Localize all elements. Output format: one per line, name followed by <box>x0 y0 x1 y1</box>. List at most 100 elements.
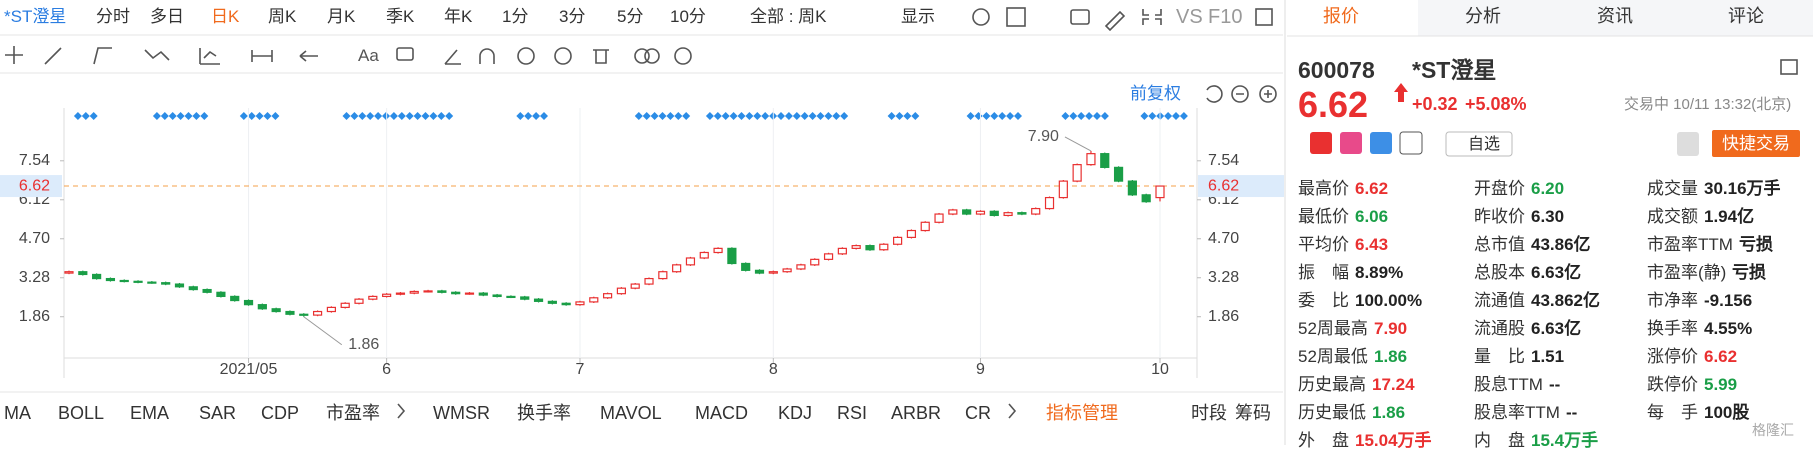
annotation-label: 7.90 <box>1028 128 1059 145</box>
zoom-in[interactable] <box>1259 85 1277 103</box>
display-menu[interactable]: 显示 <box>901 7 935 26</box>
period-tab[interactable]: 3分 <box>559 7 586 26</box>
panel-tab[interactable]: 报价 <box>1323 6 1359 26</box>
alert-button[interactable] <box>1677 132 1699 156</box>
candle-body <box>147 281 157 284</box>
panel-tab[interactable]: 资讯 <box>1597 6 1633 26</box>
y-tick-label: 1.86 <box>1208 308 1239 325</box>
angle-icon <box>444 49 461 65</box>
candle-body <box>906 229 917 238</box>
indicator-tab[interactable]: CDP <box>261 403 300 423</box>
panel-tab[interactable]: 评论 <box>1728 6 1764 26</box>
candle-body <box>823 253 834 260</box>
period-tab[interactable]: 月K <box>327 7 356 26</box>
period-tab[interactable]: 分时 <box>96 7 130 26</box>
candle-body <box>492 294 502 298</box>
indicator-tab[interactable]: CR <box>965 403 991 423</box>
indicator-tab[interactable]: EMA <box>130 403 170 423</box>
indicator-tab[interactable]: WMSR <box>433 403 490 423</box>
period-tab[interactable]: 年K <box>444 7 473 26</box>
candle-body <box>506 295 516 299</box>
chips-toggle[interactable]: 筹码 <box>1235 403 1271 423</box>
candle-body <box>533 298 544 302</box>
indicator-tab[interactable]: MAVOL <box>600 403 662 423</box>
event-marker <box>832 112 841 120</box>
indicator-manage[interactable]: 指标管理 <box>1046 403 1118 423</box>
field-label: 涨停价 <box>1647 347 1698 366</box>
change-percent: +5.08% <box>1465 94 1527 114</box>
event-marker <box>998 112 1007 120</box>
indicator-tab[interactable]: BOLL <box>58 403 105 423</box>
watch-button[interactable] <box>1445 131 1513 157</box>
panel-tab[interactable]: 分析 <box>1465 6 1501 26</box>
event-marker <box>666 112 675 120</box>
field-value: 8.89% <box>1355 263 1404 282</box>
indicator-tab[interactable]: 换手率 <box>517 403 571 423</box>
field-label: 市盈率TTM <box>1647 235 1733 254</box>
font-tool[interactable]: Aa <box>358 46 379 65</box>
candle-body <box>161 282 171 285</box>
event-marker <box>397 112 406 120</box>
event-marker <box>1140 112 1149 120</box>
event-marker <box>255 112 264 120</box>
watch-label[interactable]: 自选 <box>1468 136 1501 153</box>
range-select[interactable]: 全部 : 周K <box>750 7 827 26</box>
period-tab[interactable]: 多日 <box>150 7 184 26</box>
event-marker <box>990 112 999 120</box>
settings-icon <box>674 47 692 65</box>
field-label: 量 比 <box>1474 347 1525 366</box>
period-tab[interactable]: 1分 <box>502 7 529 26</box>
zoom-out[interactable] <box>1231 85 1249 103</box>
event-marker <box>516 112 525 120</box>
gear-icon <box>972 8 990 26</box>
candle-body <box>1127 180 1137 196</box>
indicator-tab[interactable]: RSI <box>837 403 868 423</box>
candle-body <box>948 209 958 215</box>
trade-button[interactable] <box>1712 130 1800 157</box>
vs-button[interactable]: VS <box>1176 6 1203 28</box>
indicator-tab[interactable]: SAR <box>199 403 237 423</box>
event-marker <box>160 112 169 120</box>
event-marker <box>745 112 754 120</box>
camera-icon <box>1070 9 1090 25</box>
period-tab[interactable]: 周K <box>268 7 297 26</box>
candle-body <box>64 271 74 274</box>
indicator-tab[interactable]: ARBR <box>891 403 942 423</box>
period-tab[interactable]: 季K <box>386 7 415 26</box>
period-toggle[interactable]: 时段 <box>1191 403 1227 423</box>
candle-body <box>312 310 323 316</box>
candle-body <box>1003 212 1013 217</box>
event-marker <box>1006 112 1015 120</box>
field-value: 15.04万手 <box>1355 431 1432 450</box>
x-tick-label: 7 <box>576 361 585 378</box>
candle-body <box>1031 207 1041 215</box>
period-tab[interactable]: 10分 <box>670 7 706 26</box>
indicator-tab[interactable]: 市盈率 <box>326 403 380 423</box>
period-tab[interactable]: *ST澄星 <box>4 7 67 26</box>
stock-name: *ST澄星 <box>1412 57 1497 83</box>
field-label: 总市值 <box>1474 235 1525 254</box>
field-label: 市净率 <box>1647 291 1698 310</box>
indicator-tab[interactable]: MACD <box>695 403 748 423</box>
field-value: 6.63亿 <box>1531 263 1582 282</box>
f10-button[interactable]: F10 <box>1208 6 1243 28</box>
period-tab[interactable]: 日K <box>211 7 240 26</box>
event-marker <box>911 112 920 120</box>
period-tab[interactable]: 5分 <box>617 7 644 26</box>
indicator-tab[interactable]: MA <box>4 403 31 423</box>
field-label: 历史最高 <box>1298 375 1366 394</box>
candle-body <box>754 269 765 274</box>
event-marker <box>540 112 548 120</box>
link-icon <box>644 48 660 64</box>
field-label: 市盈率(静) <box>1647 263 1727 282</box>
candle-body <box>437 290 447 293</box>
field-value: 1.86 <box>1374 347 1408 366</box>
event-marker <box>792 112 801 120</box>
indicator-tab[interactable]: KDJ <box>778 403 813 423</box>
trade-label[interactable]: 快捷交易 <box>1722 134 1790 153</box>
field-value: -9.156 <box>1704 291 1753 310</box>
reset-icon <box>1206 85 1223 103</box>
candle-body <box>865 245 875 251</box>
adjust-mode[interactable]: 前复权 <box>1130 84 1181 103</box>
